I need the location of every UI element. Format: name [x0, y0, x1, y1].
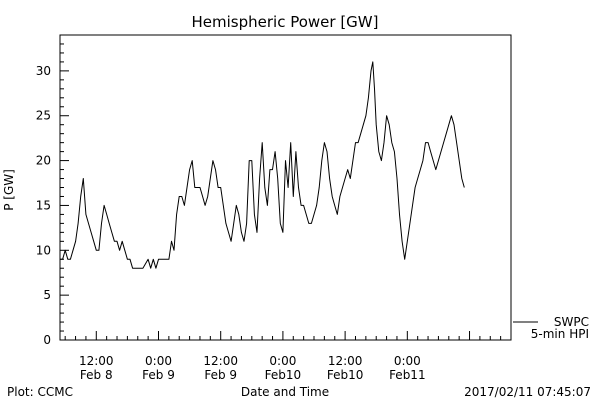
x-tick-label-date: Feb 8 — [80, 368, 113, 382]
x-tick-label-date: Feb10 — [327, 368, 364, 382]
y-tick-label: 30 — [36, 64, 51, 78]
plot-credit: Plot: CCMC — [7, 385, 73, 399]
y-axis: 0 5 10 15 20 25 30 — [36, 34, 69, 347]
y-tick-label: 0 — [43, 333, 51, 347]
y-tick-label: 5 — [43, 288, 51, 302]
x-tick-label-time: 12:00 — [328, 354, 363, 368]
y-axis-label: P [GW] — [2, 169, 16, 211]
legend-entry: 5-min HPI — [531, 327, 589, 341]
x-tick-label-date: Feb10 — [265, 368, 302, 382]
y-tick-label: 20 — [36, 154, 51, 168]
y-tick-label: 10 — [36, 243, 51, 257]
x-tick-label-time: 0:00 — [269, 354, 296, 368]
x-tick-label-time: 12:00 — [79, 354, 114, 368]
series-group — [60, 61, 465, 269]
x-axis-label: Date and Time — [241, 385, 329, 399]
x-tick-label-time: 12:00 — [203, 354, 238, 368]
plot-timestamp: 2017/02/11 07:45:07 — [464, 385, 591, 399]
x-tick-label-date: Feb11 — [389, 368, 426, 382]
series-line-swpc — [60, 61, 465, 269]
x-tick-label-time: 0:00 — [145, 354, 172, 368]
chart-title: Hemispheric Power [GW] — [192, 13, 379, 31]
legend-entry: SWPC — [554, 315, 589, 329]
y-tick-label: 15 — [36, 198, 51, 212]
y-tick-label: 25 — [36, 109, 51, 123]
x-tick-label-date: Feb 9 — [204, 368, 237, 382]
x-tick-label-time: 0:00 — [394, 354, 421, 368]
plot-area — [59, 34, 512, 341]
x-tick-label-date: Feb 9 — [142, 368, 175, 382]
